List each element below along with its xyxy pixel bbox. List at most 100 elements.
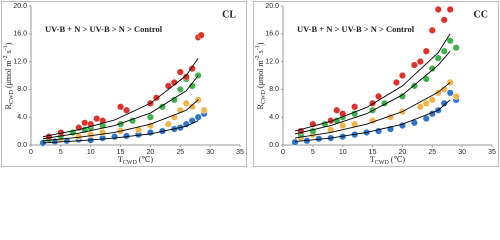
- y-axis-label: RCWD (μmol m-2 s-1): [3, 42, 15, 109]
- point: [188, 103, 196, 111]
- y-tick-label: 20.0: [265, 3, 279, 10]
- y-tick-label: 4.0: [17, 114, 27, 121]
- y-axis-label: RCWD (μmol m-2 s-1): [255, 42, 267, 109]
- point: [188, 65, 196, 73]
- y-tick-label: 16.0: [265, 31, 279, 38]
- point: [422, 115, 430, 123]
- x-tick-label: 20: [399, 149, 407, 156]
- point: [398, 71, 406, 79]
- y-tick-label: 4.0: [269, 114, 279, 121]
- annotation: UV-B + N > UV-B > N > Control: [45, 24, 163, 34]
- x-tick-label: 30: [458, 149, 466, 156]
- point: [452, 92, 460, 100]
- x-tick-label: 10: [87, 149, 95, 156]
- x-tick-label: 0: [29, 149, 33, 156]
- point: [440, 99, 448, 107]
- point: [351, 120, 359, 128]
- fit-curve: [294, 50, 451, 135]
- panel-title: CC: [474, 9, 488, 20]
- point: [176, 85, 184, 93]
- point: [416, 103, 424, 111]
- x-tick-label: 5: [311, 149, 315, 156]
- point: [291, 138, 299, 146]
- label-part: R: [4, 103, 13, 109]
- x-tick-label: 10: [339, 149, 347, 156]
- point: [327, 126, 335, 134]
- x-tick-label: 0: [281, 149, 285, 156]
- y-tick-label: 0.0: [17, 142, 27, 149]
- y-tick-label: 20.0: [13, 3, 27, 10]
- point: [416, 58, 424, 66]
- fit-curve: [294, 33, 451, 132]
- label-part: ): [256, 42, 265, 45]
- panel-frame: [1, 1, 247, 167]
- point: [351, 103, 359, 111]
- x-tick-label: 15: [117, 149, 125, 156]
- point: [123, 106, 131, 114]
- point: [146, 113, 154, 121]
- point: [197, 31, 205, 39]
- point: [428, 96, 436, 104]
- point: [410, 61, 418, 69]
- x-axis-label: TCWD (℃): [118, 155, 154, 167]
- point: [45, 133, 53, 141]
- annotation: UV-B + N > UV-B > N > Control: [297, 24, 415, 34]
- x-axis-label: TCWD (℃): [370, 155, 406, 167]
- y-tick-label: 12.0: [13, 58, 27, 65]
- x-tick-label: 35: [236, 149, 244, 156]
- label-part: -1: [255, 45, 261, 50]
- y-tick-label: 8.0: [269, 86, 279, 93]
- point: [339, 122, 347, 130]
- point: [392, 78, 400, 86]
- point: [134, 126, 142, 134]
- point: [182, 73, 190, 81]
- label-part: CWD: [123, 160, 138, 166]
- fit-curve: [42, 120, 199, 144]
- y-tick-label: 16.0: [13, 31, 27, 38]
- point: [375, 92, 383, 100]
- fit-curve: [294, 82, 451, 139]
- x-tick-label: 25: [176, 149, 184, 156]
- label-part: CWD: [9, 89, 15, 104]
- point: [440, 85, 448, 93]
- point: [158, 103, 166, 111]
- panel-title: CL: [222, 9, 236, 20]
- x-tick-label: 5: [59, 149, 63, 156]
- point: [422, 99, 430, 107]
- point: [327, 117, 335, 125]
- fit-curve: [42, 99, 199, 142]
- point: [428, 65, 436, 73]
- point: [194, 113, 202, 121]
- point: [333, 106, 341, 114]
- label-part: -2: [3, 55, 9, 60]
- fit-curve: [42, 57, 199, 138]
- point: [111, 133, 119, 141]
- label-part: CWD: [261, 89, 267, 104]
- label-part: ): [4, 42, 13, 45]
- point: [446, 5, 454, 13]
- point: [440, 16, 448, 24]
- point: [422, 75, 430, 83]
- point: [164, 82, 172, 90]
- label-part: CWD: [375, 160, 390, 166]
- point: [446, 89, 454, 97]
- point: [182, 99, 190, 107]
- label-part: s: [256, 50, 265, 55]
- point: [428, 26, 436, 34]
- label-part: -1: [3, 45, 9, 50]
- point: [176, 68, 184, 76]
- y-tick-label: 8.0: [17, 86, 27, 93]
- point: [164, 120, 172, 128]
- point: [422, 47, 430, 55]
- x-tick-label: 15: [369, 149, 377, 156]
- y-tick-label: 12.0: [265, 58, 279, 65]
- label-part: s: [4, 50, 13, 55]
- figure: 0.0 4.0 8.0 12.0 16.0 20.0 0 5 10 15 20 25 30 35 CL UV-…: [1, 1, 499, 167]
- fit-curve: [294, 99, 451, 142]
- x-tick-label: 25: [428, 149, 436, 156]
- label-part: T: [370, 155, 375, 164]
- y-tick-label: 0.0: [269, 142, 279, 149]
- point: [87, 131, 95, 139]
- x-tick-label: 30: [206, 149, 214, 156]
- point: [117, 103, 125, 111]
